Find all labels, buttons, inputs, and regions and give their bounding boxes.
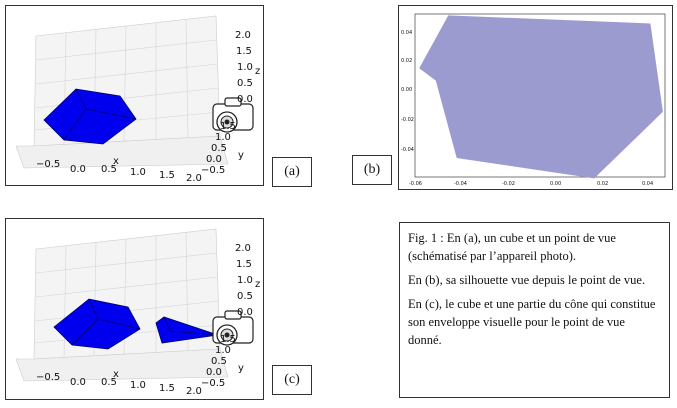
c-x-tick-2: 0.5 (101, 377, 117, 388)
y-tick-2: 0.5 (211, 143, 227, 154)
z-axis-label: z (255, 66, 260, 77)
x-tick-0: −0.5 (36, 159, 60, 170)
x-tick-5: 2.0 (186, 173, 202, 184)
z-tick-2: 1.0 (237, 62, 253, 73)
c-x-tick-0: −0.5 (36, 372, 60, 383)
caption-paragraph-2: En (b), sa silhouette vue depuis le poin… (408, 273, 646, 287)
c-y-tick-0: −0.5 (201, 378, 225, 389)
panel-b-silhouette-plot: 0.04 0.02 0.00 -0.02 -0.04 -0.06 -0.04 -… (401, 13, 666, 187)
panel-c-3d-plot: 2.0 1.5 1.0 0.5 0.0 z 1.5 1.0 0.5 0.0 −0… (15, 228, 260, 397)
c-x-tick-1: 0.0 (70, 377, 86, 388)
panel-a-frame: 2.0 1.5 1.0 0.5 0.0 z 1.5 1.0 0.5 0.0 −0… (5, 5, 264, 186)
x-tick-2: 0.5 (101, 164, 117, 175)
x-tick-3: 1.0 (130, 167, 146, 178)
c-z-axis-label: z (255, 279, 260, 290)
camera-icon-c (212, 310, 254, 346)
x-tick-1: 0.0 (70, 164, 86, 175)
panel-a-3d-plot: 2.0 1.5 1.0 0.5 0.0 z 1.5 1.0 0.5 0.0 −0… (15, 15, 260, 184)
y-axis-label: y (238, 150, 244, 161)
panel-c-label: (c) (272, 365, 312, 395)
b-x-tick-3: 0.00 (550, 181, 561, 187)
y-tick-4: 1.5 (220, 121, 236, 132)
caption-paragraph-3: En (c), le cube et une partie du cône qu… (408, 297, 656, 347)
b-y-tick-1: 0.02 (401, 58, 412, 64)
b-y-tick-4: -0.04 (401, 147, 414, 153)
z-tick-1: 1.5 (236, 46, 252, 57)
c-z-tick-0: 2.0 (235, 243, 251, 254)
figure-caption: Fig. 1 : En (a), un cube et un point de … (399, 222, 670, 398)
c-y-tick-3: 1.0 (215, 345, 231, 356)
b-x-tick-4: 0.02 (597, 181, 608, 187)
c-y-tick-1: 0.0 (206, 367, 222, 378)
silhouette-polygon (419, 15, 663, 179)
c-x-tick-3: 1.0 (130, 380, 146, 391)
c-x-tick-5: 2.0 (186, 386, 202, 397)
z-tick-4: 0.0 (237, 94, 253, 105)
c-z-tick-3: 0.5 (237, 291, 253, 302)
b-x-tick-2: -0.02 (502, 181, 515, 187)
panel-b-label: (b) (352, 155, 392, 185)
camera-icon-a (212, 97, 254, 133)
z-tick-3: 0.5 (237, 78, 253, 89)
b-y-tick-2: 0.00 (401, 87, 412, 93)
c-y-axis-label: y (238, 363, 244, 374)
y-tick-3: 1.0 (215, 132, 231, 143)
b-x-tick-1: -0.04 (454, 181, 467, 187)
b-x-tick-5: 0.04 (642, 181, 653, 187)
y-tick-1: 0.0 (206, 154, 222, 165)
b-y-tick-0: 0.04 (401, 30, 412, 36)
caption-paragraph-1: Fig. 1 : En (a), un cube et un point de … (408, 231, 616, 263)
c-x-axis-label: x (113, 369, 119, 380)
panel-b-frame: 0.04 0.02 0.00 -0.02 -0.04 -0.06 -0.04 -… (398, 5, 673, 190)
c-z-tick-2: 1.0 (237, 275, 253, 286)
c-y-tick-4: 1.5 (220, 334, 236, 345)
x-tick-4: 1.5 (159, 170, 175, 181)
z-tick-0: 2.0 (235, 30, 251, 41)
panel-a-label: (a) (272, 157, 312, 187)
b-y-tick-3: -0.02 (401, 117, 414, 123)
c-y-tick-2: 0.5 (211, 356, 227, 367)
b-x-tick-0: -0.06 (409, 181, 422, 187)
x-axis-label: x (113, 156, 119, 167)
c-z-tick-4: 0.0 (237, 307, 253, 318)
c-z-tick-1: 1.5 (236, 259, 252, 270)
y-tick-0: −0.5 (201, 165, 225, 176)
c-x-tick-4: 1.5 (159, 383, 175, 394)
panel-c-frame: 2.0 1.5 1.0 0.5 0.0 z 1.5 1.0 0.5 0.0 −0… (5, 218, 264, 400)
